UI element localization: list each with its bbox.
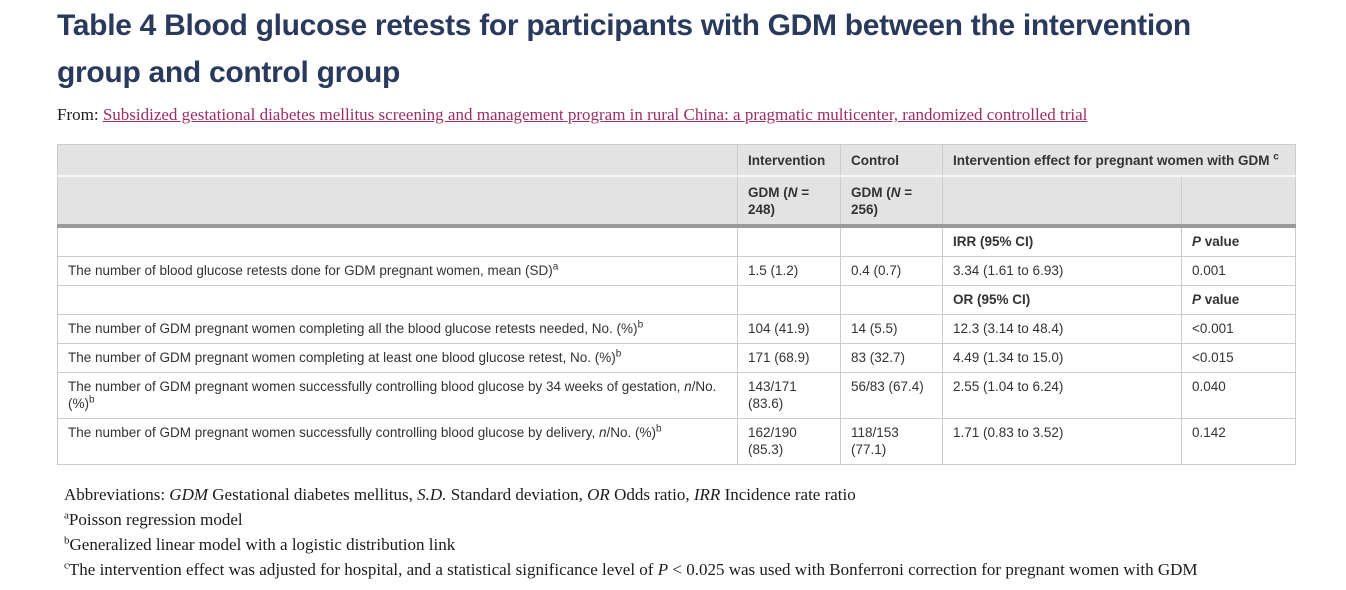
effect-estimate-cell: 1.71 (0.83 to 3.52) [942,418,1182,465]
footnote-b: bGeneralized linear model with a logisti… [64,534,456,554]
measure-label-cell: The number of blood glucose retests done… [57,256,738,286]
control-value-cell: 118/153 (77.1) [840,418,943,465]
pvalue-subheader-empty [1180,175,1297,227]
effect-subheader-empty [942,175,1182,227]
p-value-cell: <0.015 [1180,343,1297,373]
control-value-cell: 0.4 (0.7) [840,256,943,286]
header-row-n: GDM (N = 248) GDM (N = 256) [57,175,1297,227]
effect-estimate-cell: 12.3 (3.14 to 48.4) [942,314,1182,344]
footnote-a: aPoisson regression model [64,509,243,529]
intervention-value-cell: 104 (41.9) [737,314,841,344]
table-container: Intervention Control Intervention effect… [57,144,1297,465]
control-value-cell: 14 (5.5) [840,314,943,344]
control-value-cell: 56/83 (67.4) [840,372,943,419]
measure-label-cell [57,224,738,257]
data-row-control-delivery: The number of GDM pregnant women success… [57,418,1297,465]
effect-estimate-header-cell: IRR (95% CI) [942,224,1182,257]
measure-label-cell: The number of GDM pregnant women complet… [57,314,738,344]
source-line: From: Subsidized gestational diabetes me… [57,105,1295,125]
intervention-value-cell: 143/171 (83.6) [737,372,841,419]
control-column-header: Control [840,144,943,177]
intervention-value-cell [737,285,841,315]
p-value-cell: <0.001 [1180,314,1297,344]
p-value-cell: 0.040 [1180,372,1297,419]
intervention-value-cell: 1.5 (1.2) [737,256,841,286]
intervention-n-header: GDM (N = 248) [737,175,841,227]
page-title: Table 4 Blood glucose retests for partic… [57,9,1191,89]
measure-label-cell [57,285,738,315]
data-row-control-34-weeks: The number of GDM pregnant women success… [57,372,1297,419]
p-value-header-cell: P value [1180,224,1297,257]
data-row-retests-mean: The number of blood glucose retests done… [57,256,1297,286]
empty-corner-cell [57,144,738,177]
intervention-value-cell [737,224,841,257]
intervention-value-cell: 171 (68.9) [737,343,841,373]
effect-estimate-header-cell: OR (95% CI) [942,285,1182,315]
intervention-column-header: Intervention [737,144,841,177]
control-value-cell [840,285,943,315]
p-value-header-cell: P value [1180,285,1297,315]
control-value-cell: 83 (32.7) [840,343,943,373]
header-row-groups: Intervention Control Intervention effect… [57,144,1297,177]
p-value-cell: 0.142 [1180,418,1297,465]
effect-estimate-cell: 3.34 (1.61 to 6.93) [942,256,1182,286]
data-row-at-least-one-retest: The number of GDM pregnant women complet… [57,343,1297,373]
measure-label-cell: The number of GDM pregnant women success… [57,372,738,419]
effect-estimate-cell: 4.49 (1.34 to 15.0) [942,343,1182,373]
footnote-c: cThe intervention effect was adjusted fo… [64,559,1198,579]
control-value-cell [840,224,943,257]
p-value-cell: 0.001 [1180,256,1297,286]
intervention-value-cell: 162/190 (85.3) [737,418,841,465]
measure-label-cell: The number of GDM pregnant women success… [57,418,738,465]
effect-estimate-cell: 2.55 (1.04 to 6.24) [942,372,1182,419]
control-n-header: GDM (N = 256) [840,175,943,227]
empty-header-cell [57,175,738,227]
effect-column-header: Intervention effect for pregnant women w… [941,144,1297,177]
footnote-abbreviations: Abbreviations: GDM Gestational diabetes … [64,485,856,504]
data-row-completing-all-retests: The number of GDM pregnant women complet… [57,314,1297,344]
measure-group-row-or: OR (95% CI) P value [57,285,1297,315]
results-table: Intervention Control Intervention effect… [57,144,1297,465]
from-label: From: [57,105,103,124]
source-article-link[interactable]: Subsidized gestational diabetes mellitus… [102,105,1088,124]
table-footnotes: Abbreviations: GDM Gestational diabetes … [64,482,1295,582]
measure-group-row-irr: IRR (95% CI) P value [57,224,1297,257]
measure-label-cell: The number of GDM pregnant women complet… [57,343,738,373]
